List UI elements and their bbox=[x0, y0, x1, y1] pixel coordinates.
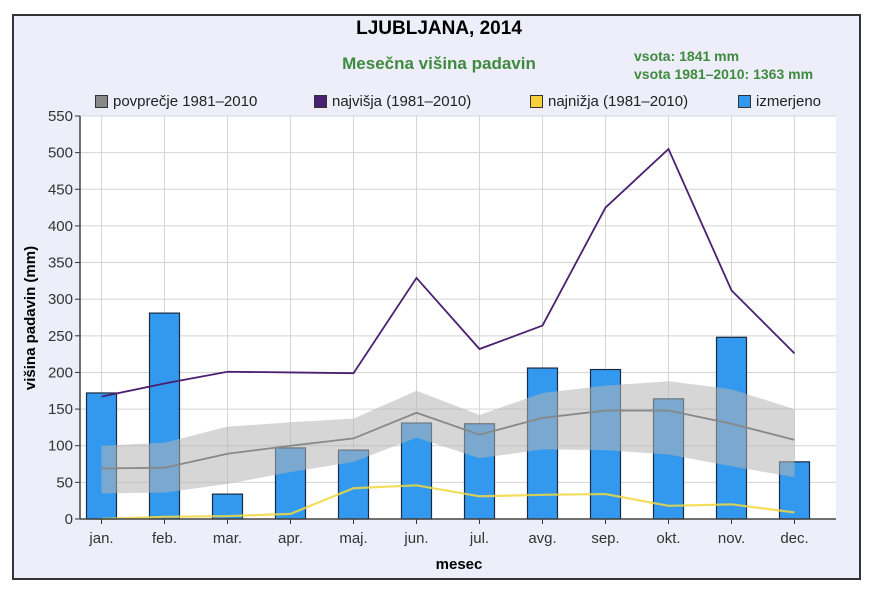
y-tick-label: 0 bbox=[65, 511, 73, 528]
x-tick-label: jul. bbox=[469, 530, 489, 547]
y-tick-label: 500 bbox=[48, 145, 73, 162]
y-tick-label: 150 bbox=[48, 401, 73, 418]
y-tick-label: 550 bbox=[48, 108, 73, 125]
legend-swatch-average bbox=[95, 95, 108, 108]
x-tick-label: okt. bbox=[656, 530, 680, 547]
sum-1981-2010: vsota 1981–2010: 1363 mm bbox=[634, 66, 814, 82]
x-axis-title: mesec bbox=[436, 556, 483, 573]
min-line bbox=[101, 484, 795, 521]
x-tick-label: sep. bbox=[591, 530, 619, 547]
y-tick-label: 350 bbox=[48, 255, 73, 272]
x-tick-label: dec. bbox=[780, 530, 808, 547]
legend-item-average: povprečje 1981–2010 bbox=[95, 93, 257, 110]
x-tick-label: avg. bbox=[528, 530, 556, 547]
average-range-band bbox=[101, 381, 795, 494]
sum-annotations: vsota: 1841 mm vsota 1981–2010: 1363 mm bbox=[634, 47, 813, 83]
y-tick-label: 450 bbox=[48, 181, 73, 198]
legend-swatch-measured bbox=[738, 95, 751, 108]
average-line bbox=[101, 409, 795, 470]
x-tick-label: feb. bbox=[152, 530, 177, 547]
max-line bbox=[101, 147, 796, 398]
y-tick-label: 100 bbox=[48, 438, 73, 455]
legend-label-max: najvišja (1981–2010) bbox=[332, 93, 472, 110]
legend-swatch-min bbox=[530, 95, 543, 108]
lines-group bbox=[101, 147, 796, 521]
y-tick-label: 50 bbox=[56, 474, 73, 491]
legend-label-average: povprečje 1981–2010 bbox=[113, 93, 258, 110]
x-tick-label: maj. bbox=[339, 530, 367, 547]
y-tick-label: 250 bbox=[48, 328, 73, 345]
chart-subtitle: Mesečna višina padavin bbox=[342, 54, 536, 73]
legend-item-min: najnižja (1981–2010) bbox=[530, 93, 688, 110]
x-tick-label: mar. bbox=[213, 530, 242, 547]
x-tick-label: jun. bbox=[403, 530, 428, 547]
chart-title: LJUBLJANA, 2014 bbox=[356, 18, 522, 39]
band-group bbox=[101, 381, 795, 494]
legend-label-min: najnižja (1981–2010) bbox=[548, 93, 689, 110]
x-tick-label: apr. bbox=[278, 530, 303, 547]
y-tick-label: 300 bbox=[48, 291, 73, 308]
x-tick-label: nov. bbox=[718, 530, 745, 547]
x-tick-label: jan. bbox=[88, 530, 113, 547]
y-tick-label: 400 bbox=[48, 218, 73, 235]
legend-item-measured: izmerjeno bbox=[738, 93, 821, 110]
legend-swatch-max bbox=[314, 95, 327, 108]
y-axis-title: višina padavin (mm) bbox=[22, 246, 39, 390]
sum-2014: vsota: 1841 mm bbox=[634, 48, 740, 64]
legend-item-max: najvišja (1981–2010) bbox=[314, 93, 471, 110]
y-tick-label: 200 bbox=[48, 364, 73, 381]
axes-group: 0 50 100 150 200 250 300 350 400 450 500 550 jan. feb… bbox=[48, 108, 836, 547]
legend-label-measured: izmerjeno bbox=[756, 93, 822, 110]
